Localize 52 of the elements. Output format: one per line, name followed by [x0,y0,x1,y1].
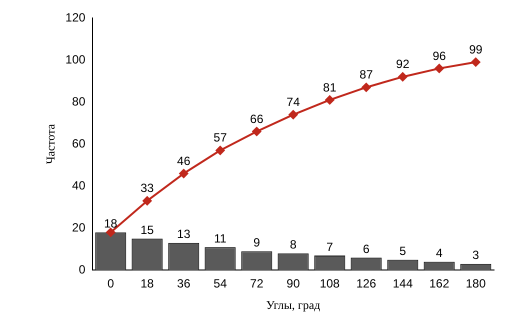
x-tick-label: 18 [140,276,154,291]
point [216,146,225,155]
point [362,82,371,92]
data-label: 7 [326,240,334,254]
x-axis-title: Углы, град [266,298,320,312]
data-label: 81 [323,80,337,94]
y-tick-label: 40 [72,178,86,192]
data-label: 66 [250,112,264,126]
data-label: 6 [362,242,370,256]
x-tick-label: 36 [177,276,191,291]
data-label: 18 [104,216,118,231]
x-tick-label: 108 [320,276,340,291]
point [398,72,408,82]
data-label: 74 [286,94,300,109]
data-label: 5 [399,244,406,258]
x-tick-label: 144 [392,276,414,291]
data-label: 96 [432,48,446,63]
x-tick-label: 126 [356,276,377,291]
data-label: 46 [177,154,191,168]
x-tick-label: 180 [466,276,486,291]
data-label: 15 [140,222,154,237]
y-tick-label: 20 [72,220,86,234]
data-label: 3 [472,248,480,262]
data-label: 87 [360,68,374,82]
y-tick-label: 0 [78,262,86,277]
point [288,110,298,120]
y-tick-label: 60 [72,136,86,150]
data-label: 9 [253,236,260,250]
data-label: 33 [140,181,154,196]
point [252,126,262,136]
x-tick-label: 0 [107,276,114,291]
point [142,196,152,206]
data-label: 4 [436,246,443,260]
point [106,228,116,237]
x-tick-label: 54 [214,276,228,291]
y-axis-title: Частота [43,123,58,164]
data-label: 8 [290,238,297,252]
point [434,64,444,73]
point [179,169,188,178]
y-tick-label: 120 [65,10,86,24]
point [325,95,334,104]
y-tick-label: 80 [72,94,86,108]
data-label: 57 [214,130,228,145]
data-label: 13 [177,227,191,242]
x-tick-label: 90 [286,276,300,291]
data-label: 92 [396,57,410,72]
x-tick-label: 162 [429,276,450,291]
data-label: 99 [469,42,483,56]
data-label: 11 [214,231,227,246]
point [471,58,480,67]
y-tick-label: 100 [65,52,86,66]
x-tick-label: 72 [250,276,264,291]
